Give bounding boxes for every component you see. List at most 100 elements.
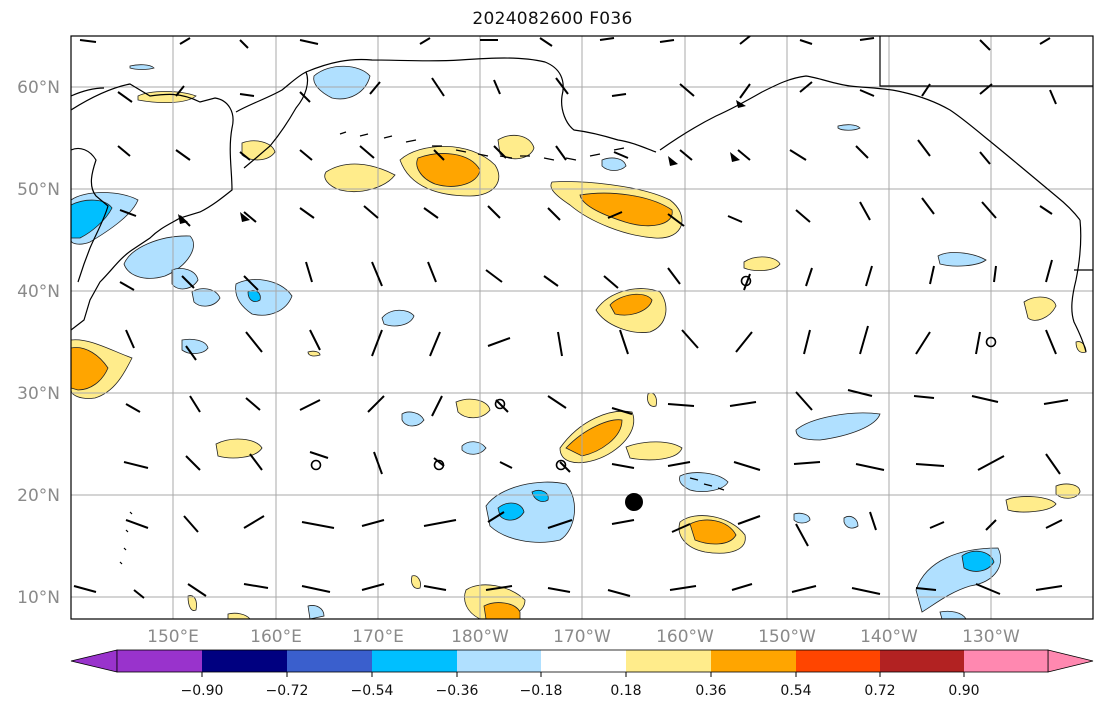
lon-label: 150°E [147,627,199,647]
colorbar-segment [626,650,711,672]
negative-anomaly-region [679,472,729,492]
colorbar-tick-label: −0.54 [351,683,394,699]
wind-barb [79,36,1051,51]
wind-barbs [73,36,1069,599]
negative-anomaly-region [123,235,194,279]
asia-coastline [71,83,234,331]
lon-label: 140°W [860,627,918,647]
lat-label: 30°N [17,384,60,404]
negative-anomaly-region [937,252,987,267]
negative-anomaly-region [795,412,881,441]
calm-wind-circle [433,459,445,471]
chart-title: 2024082600 F036 [472,9,633,29]
negative-anomaly-region [401,411,425,427]
positive-anomaly-region [227,612,251,619]
colorbar-tick-label: 0.72 [864,683,895,699]
positive-anomaly-region [411,575,421,589]
wind-barb [117,77,1057,105]
colorbar-segment [711,650,796,672]
positive-anomaly-region [689,519,737,545]
lon-label: 170°W [553,627,611,647]
lon-label: 160°W [656,627,714,647]
lat-label: 20°N [17,486,60,506]
positive-anomaly-region [215,438,263,459]
wind-barb [125,389,1069,417]
colorbar-segment [964,650,1048,672]
map-frame [70,35,1094,620]
wind-flag [730,152,740,162]
colorbar-segment [372,650,457,672]
positive-anomaly-region [455,398,491,419]
negative-anomaly-region [531,490,549,502]
lon-label: 180°W [451,627,509,647]
colorbar-extend-low [70,649,118,673]
colorbar-tick-label: −0.18 [520,683,563,699]
alaska-coastline [659,75,1081,221]
positive-anomaly-region [137,91,197,104]
coastlines [71,36,1093,565]
wind-flag [240,212,250,222]
positive-anomaly-region [579,192,673,227]
north-america-coastline [1071,219,1087,353]
lat-label: 40°N [17,282,60,302]
positive-anomaly-region [1055,483,1081,499]
asia-coastline [71,147,109,283]
positive-anomaly-region [307,350,321,357]
longitude-labels: 150°E 160°E 170°E 180°W 170°W 160°W 150°… [147,627,1020,647]
graticule [71,36,1093,619]
border-line [879,36,1093,87]
negative-anomaly-region [71,199,113,239]
positive-anomaly-region [416,153,481,187]
colorbar-tick-label: 0.18 [610,683,641,699]
colorbar-tick-label: 0.90 [948,683,979,699]
positive-anomaly-region [625,441,683,461]
wind-barb [73,583,1063,599]
colorbar-outline [116,649,1049,673]
wind-flags [178,100,746,224]
wind-barb [125,511,1063,547]
positive-anomaly-region [743,256,781,272]
wind-barb [125,325,1057,361]
lon-label: 160°E [250,627,302,647]
lon-label: 130°W [962,627,1020,647]
negative-anomaly-region [191,288,221,307]
negative-anomaly-region [961,550,995,572]
wind-flag [736,100,746,108]
negative-anomaly-region [235,279,293,316]
lat-label: 50°N [17,180,60,200]
positive-anomaly-region [483,602,521,619]
positive-anomaly-region [187,595,197,611]
latitude-labels: 60°N 50°N 40°N 30°N 20°N 10°N [17,78,60,608]
lat-label: 60°N [17,78,60,98]
calm-wind-circle [740,275,752,287]
wind-flag [178,214,188,224]
colorbar-segment [117,650,202,672]
anomaly-shading [71,64,1087,619]
colorbar-segment [457,650,541,672]
negative-anomaly-region [601,157,627,171]
negative-anomaly-region [939,610,967,619]
colorbar-tick-label: 0.36 [695,683,726,699]
positive-anomaly-region [324,163,396,192]
kamchatka-coastline [235,71,309,169]
lat-label: 10°N [17,588,60,608]
negative-anomaly-region [129,64,155,70]
negative-anomaly-region [307,605,325,619]
positive-anomaly-region [71,347,109,391]
negative-anomaly-region [381,309,415,327]
negative-anomaly-region [837,124,861,131]
colorbar-segment [287,650,372,672]
negative-anomaly-region [313,65,371,100]
colorbar-extend-high [1047,649,1094,673]
colorbar-tick-label: −0.72 [266,683,309,699]
colorbar-tick-label: 0.54 [780,683,811,699]
negative-anomaly-region [793,512,811,524]
negative-anomaly-region [843,516,859,529]
calm-wind-circle [494,398,506,410]
calm-wind-circle [310,459,322,471]
positive-anomaly-region [1005,496,1057,513]
colorbar-segment [541,650,626,672]
colorbar-tick-label: −0.36 [436,683,479,699]
storm-center-marker [625,493,643,511]
